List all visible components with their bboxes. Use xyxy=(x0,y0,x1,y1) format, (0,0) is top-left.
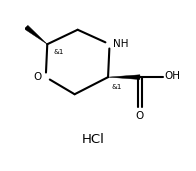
Text: O: O xyxy=(136,111,144,121)
Text: HCl: HCl xyxy=(81,133,104,146)
Text: &1: &1 xyxy=(53,49,64,55)
Polygon shape xyxy=(108,75,140,80)
Text: &1: &1 xyxy=(111,84,122,90)
Text: O: O xyxy=(33,72,41,82)
Text: NH: NH xyxy=(113,39,129,49)
Polygon shape xyxy=(24,25,47,44)
Text: OH: OH xyxy=(164,71,180,81)
